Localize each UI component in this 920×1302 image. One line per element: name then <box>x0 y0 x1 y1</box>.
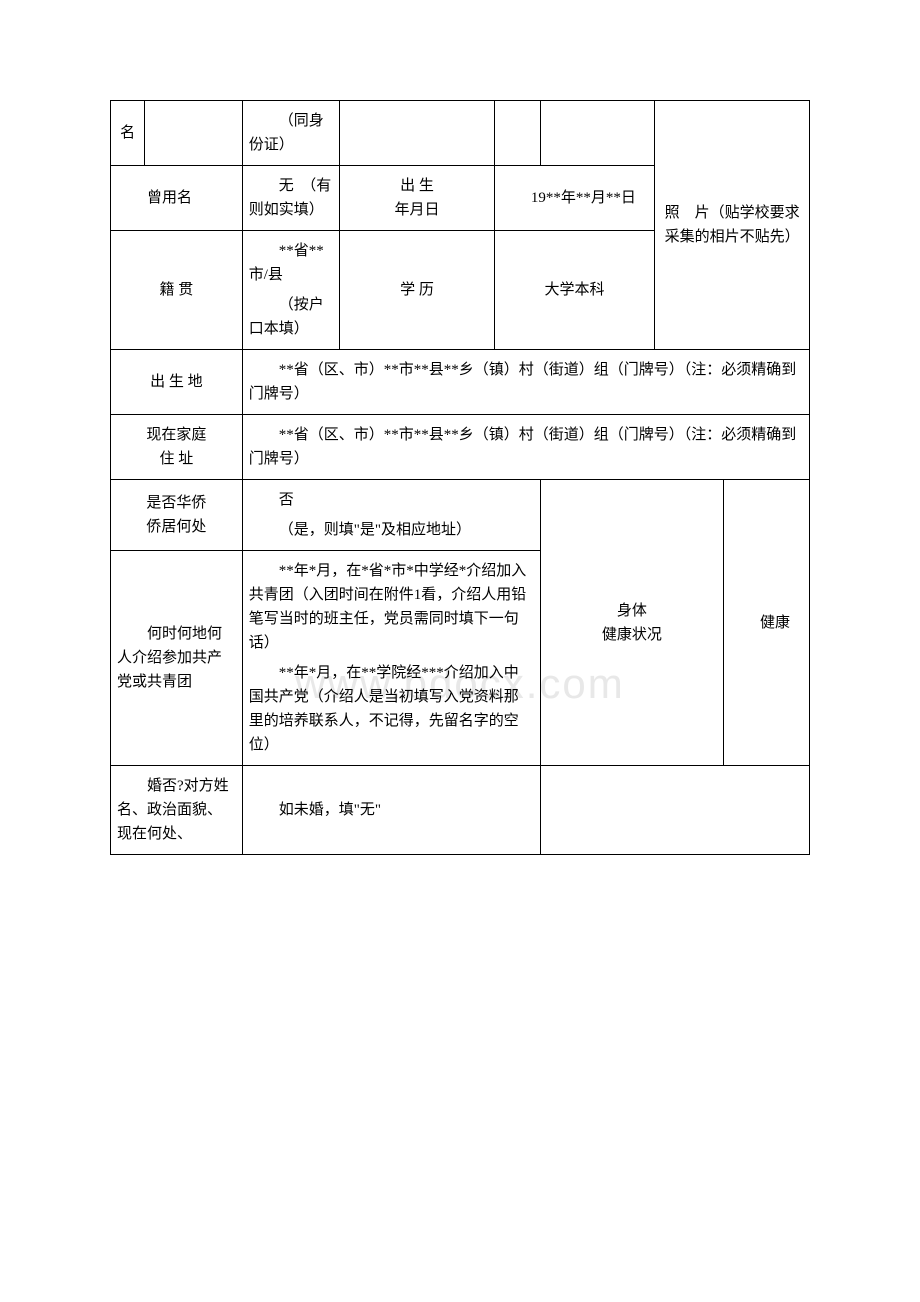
value-education: 大学本科 <box>494 231 654 350</box>
photo-cell: 照 片（贴学校要求采集的相片不贴先） <box>655 101 810 350</box>
label-native-place: 籍 贯 <box>111 231 243 350</box>
label-address: 现在家庭 住 址 <box>111 415 243 480</box>
label-health: 身体 健康状况 <box>540 480 723 766</box>
row-overseas: 是否华侨 侨居何处 否 （是，则填"是"及相应地址） 身体 健康状况 健康 <box>111 480 810 551</box>
label-party: 何时何地何人介绍参加共产党或共青团 <box>111 551 243 766</box>
label-former-name: 曾用名 <box>111 166 243 231</box>
label-education: 学 历 <box>340 231 495 350</box>
cell-empty <box>145 101 242 166</box>
value-overseas: 否 （是，则填"是"及相应地址） <box>242 480 540 551</box>
label-overseas: 是否华侨 侨居何处 <box>111 480 243 551</box>
cell-empty4 <box>540 101 655 166</box>
cell-empty2 <box>340 101 495 166</box>
value-name: （同身份证） <box>242 101 339 166</box>
value-birthplace: **省（区、市）**市**县**乡（镇）村（街道）组（门牌号）（注：必须精确到门… <box>242 350 809 415</box>
row-address: 现在家庭 住 址 **省（区、市）**市**县**乡（镇）村（街道）组（门牌号）… <box>111 415 810 480</box>
row-birthplace: 出 生 地 **省（区、市）**市**县**乡（镇）村（街道）组（门牌号）（注：… <box>111 350 810 415</box>
row-marriage: 婚否?对方姓名、政治面貌、现在何处、 如未婚，填"无" <box>111 766 810 855</box>
value-address: **省（区、市）**市**县**乡（镇）村（街道）组（门牌号）（注：必须精确到门… <box>242 415 809 480</box>
value-health: 健康 <box>723 480 809 766</box>
value-former-name: 无 （有则如实填） <box>242 166 339 231</box>
value-native-place: **省**市/县 （按户口本填） <box>242 231 339 350</box>
cell-empty3 <box>494 101 540 166</box>
value-birthdate: 19**年**月**日 <box>494 166 654 231</box>
form-table: 名 （同身份证） 照 片（贴学校要求采集的相片不贴先） 曾用名 无 （有则如实填… <box>110 100 810 855</box>
row-name: 名 （同身份证） 照 片（贴学校要求采集的相片不贴先） <box>111 101 810 166</box>
label-birthplace: 出 生 地 <box>111 350 243 415</box>
value-marriage: 如未婚，填"无" <box>242 766 540 855</box>
cell-marriage-right <box>540 766 809 855</box>
label-birthdate: 出 生 年月日 <box>340 166 495 231</box>
value-party: **年*月，在*省*市*中学经*介绍加入共青团（入团时间在附件1看，介绍人用铅笔… <box>242 551 540 766</box>
label-marriage: 婚否?对方姓名、政治面貌、现在何处、 <box>111 766 243 855</box>
label-name: 名 <box>111 101 145 166</box>
